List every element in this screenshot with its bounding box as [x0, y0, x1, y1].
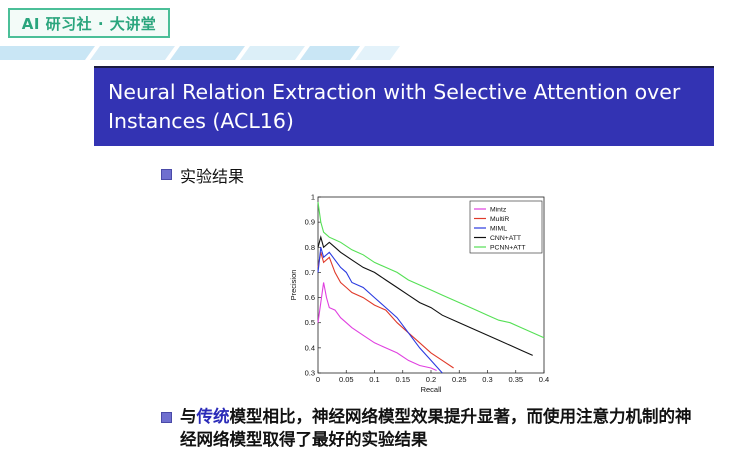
x-tick-label: 0.35 [508, 375, 523, 384]
x-tick-label: 0.25 [452, 375, 467, 384]
conclusion-text: 与传统模型相比，神经网络模型效果提升显著，而使用注意力机制的神经网络模型取得了最… [180, 405, 700, 451]
y-tick-label: 0.4 [305, 343, 315, 352]
legend-label-mintz: Mintz [490, 207, 507, 214]
series-line-cnn-att [317, 235, 533, 356]
bullet-marker [161, 169, 172, 180]
x-tick-label: 0.15 [395, 375, 410, 384]
y-tick-label: 1 [311, 193, 315, 202]
series-line-mintz [317, 282, 437, 372]
x-tick-label: 0.1 [369, 375, 379, 384]
conclusion-highlight: 传统 [196, 407, 230, 426]
x-tick-label: 0 [316, 375, 320, 384]
brand-label: AI 研习社 · 大讲堂 [21, 14, 157, 33]
legend-label-pcnn-att: PCNN+ATT [490, 245, 526, 252]
bullet-results-label: 实验结果 [180, 167, 245, 186]
y-tick-label: 0.5 [305, 318, 315, 327]
x-tick-label: 0.2 [426, 375, 436, 384]
brand-badge: AI 研习社 · 大讲堂 [8, 8, 170, 38]
x-tick-label: 0.05 [339, 375, 354, 384]
legend-label-multir: MultiR [490, 216, 509, 223]
conclusion-prefix: 与 [180, 407, 197, 426]
slide-title: Neural Relation Extraction with Selectiv… [94, 66, 714, 146]
bullet-marker [161, 412, 172, 423]
series-line-pcnn-att [317, 201, 545, 339]
legend-label-cnn-att: CNN+ATT [490, 235, 521, 242]
x-tick-label: 0.4 [539, 375, 549, 384]
series-line-miml [317, 247, 443, 374]
y-tick-label: 0.8 [305, 243, 315, 252]
x-axis-label: Recall [421, 385, 442, 394]
y-axis-label: Precision [289, 270, 298, 301]
conclusion-rest: 模型相比，神经网络模型效果提升显著，而使用注意力机制的神经网络模型取得了最好的实… [180, 407, 692, 449]
y-tick-label: 0.9 [305, 218, 315, 227]
y-tick-label: 0.6 [305, 293, 315, 302]
decorative-stripes [0, 46, 400, 60]
series-line-multir [317, 252, 454, 369]
legend-box [469, 200, 543, 254]
y-tick-label: 0.7 [305, 268, 315, 277]
legend-label-miml: MIML [490, 226, 507, 233]
x-tick-label: 0.3 [482, 375, 492, 384]
y-tick-label: 0.3 [305, 369, 315, 378]
pr-curve-chart: 0 0.05 0.1 0.15 0.2 0.25 0.3 0.35 0.4 0.3 0.4 0.5 0.… [289, 193, 549, 395]
slide-title-text: Neural Relation Extraction with Selectiv… [108, 80, 681, 133]
